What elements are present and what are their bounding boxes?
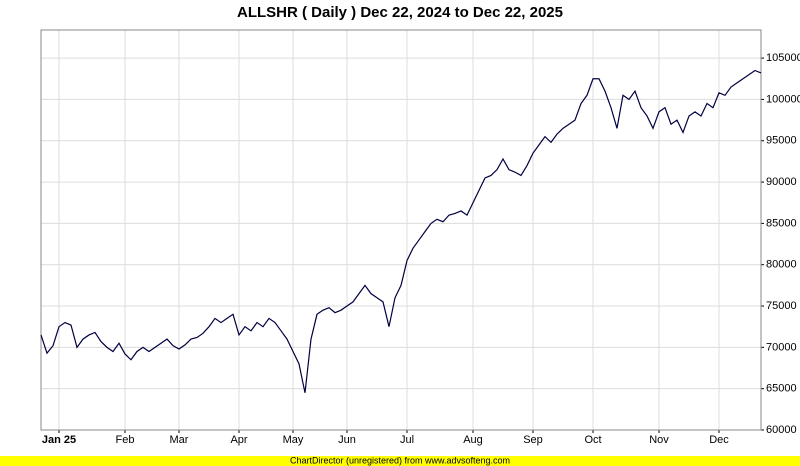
y-tick-label: 70000 xyxy=(766,341,797,353)
x-tick-label: Dec xyxy=(709,434,729,446)
y-tick-label: 75000 xyxy=(766,300,797,312)
y-tick-label: 60000 xyxy=(766,424,797,436)
y-tick-label: 85000 xyxy=(766,217,797,229)
y-tick-label: 80000 xyxy=(766,259,797,271)
x-tick-label: Aug xyxy=(463,434,483,446)
x-tick-label: Feb xyxy=(116,434,135,446)
y-tick-label: 65000 xyxy=(766,383,797,395)
x-tick-label: Jan 25 xyxy=(42,434,76,446)
footer-bar xyxy=(0,456,800,466)
plot-area xyxy=(41,30,761,430)
x-tick-label: Apr xyxy=(230,434,247,446)
y-tick-label: 95000 xyxy=(766,135,797,147)
x-tick-label: Nov xyxy=(649,434,669,446)
y-tick-label: 105000 xyxy=(766,52,800,64)
x-tick-label: Oct xyxy=(584,434,601,446)
x-tick-label: Mar xyxy=(170,434,189,446)
y-tick-label: 100000 xyxy=(766,93,800,105)
x-tick-label: Sep xyxy=(523,434,543,446)
chart-title: ALLSHR ( Daily ) Dec 22, 2024 to Dec 22,… xyxy=(237,4,563,21)
plot-border xyxy=(40,29,762,431)
footer-text: ChartDirector (unregistered) from www.ad… xyxy=(290,455,510,465)
x-tick-label: Jul xyxy=(400,434,414,446)
x-tick-label: May xyxy=(283,434,304,446)
x-tick-label: Jun xyxy=(338,434,356,446)
line-series xyxy=(40,69,762,393)
y-tick-label: 90000 xyxy=(766,176,797,188)
